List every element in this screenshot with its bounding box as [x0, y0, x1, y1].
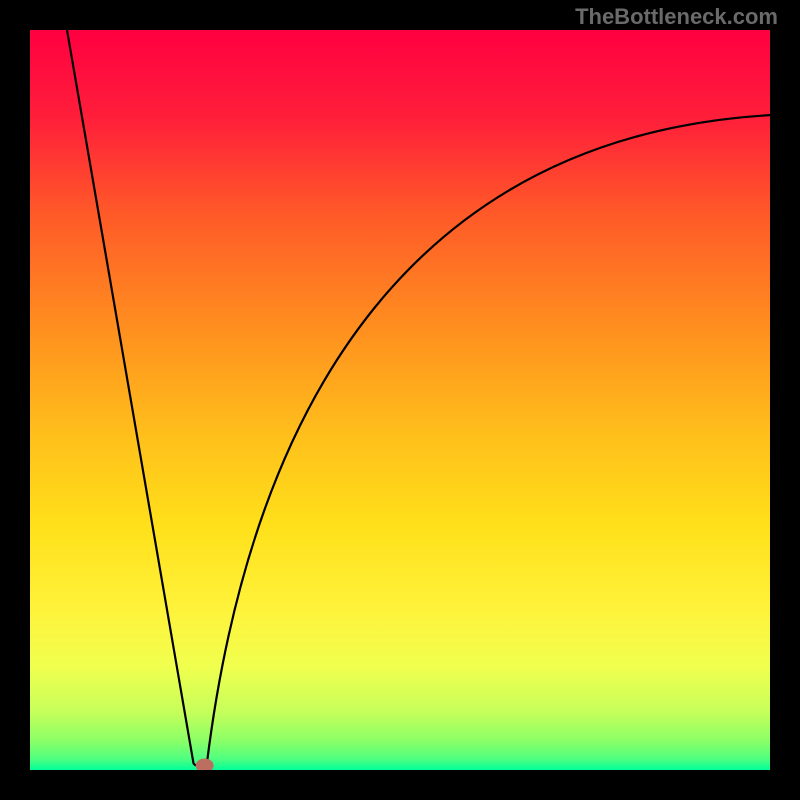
chart-stage: TheBottleneck.com — [0, 0, 800, 800]
watermark-text: TheBottleneck.com — [575, 4, 778, 30]
curve-layer — [30, 30, 770, 770]
bottleneck-curve — [67, 30, 770, 766]
plot-panel — [30, 30, 770, 770]
minimum-marker-icon — [196, 759, 214, 770]
